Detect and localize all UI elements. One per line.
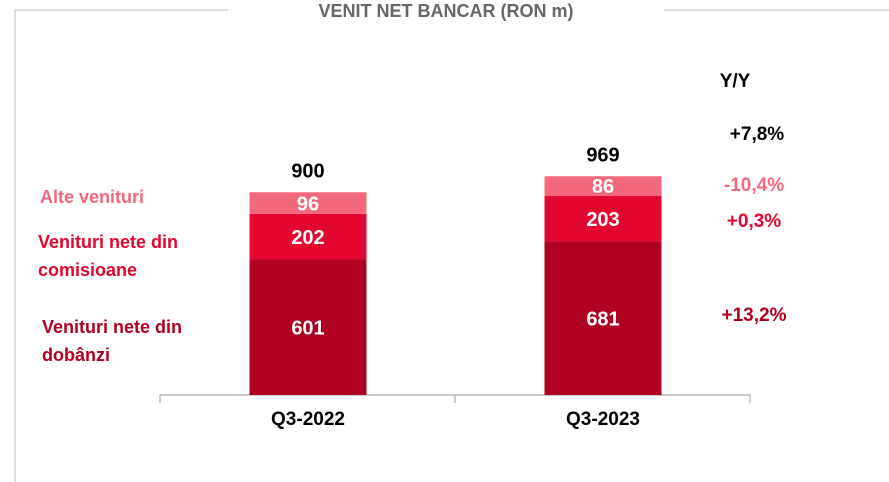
data-label: 601 — [291, 318, 324, 340]
bar-segment — [249, 213, 367, 260]
data-label: 96 — [297, 193, 319, 215]
total-label: 900 — [291, 161, 324, 183]
bar-segment — [544, 195, 662, 242]
x-tick-label: Q3-2023 — [566, 409, 640, 430]
bar-segment — [544, 241, 662, 395]
bar-segment — [544, 176, 662, 196]
x-tick-label: Q3-2022 — [271, 409, 345, 430]
total-label: 969 — [586, 145, 619, 167]
yoy-header: Y/Y — [720, 71, 751, 92]
legend-label: Venituri nete din dobânzi — [42, 317, 183, 365]
data-label: 681 — [586, 308, 619, 330]
yoy-total: +7,8% — [730, 124, 785, 145]
data-label: 202 — [291, 227, 324, 249]
bar-segment — [249, 259, 367, 395]
yoy-label: +0,3% — [727, 211, 782, 232]
yoy-label: +13,2% — [722, 305, 787, 326]
legend-label: Alte venituri — [40, 187, 145, 207]
yoy-label: -10,4% — [724, 175, 784, 196]
data-label: 203 — [586, 209, 619, 231]
chart-title: VENIT NET BANCAR (RON m) — [319, 1, 574, 21]
legend-label: Venituri nete din comisioane — [38, 232, 179, 280]
bar-segment — [249, 192, 367, 214]
data-label: 86 — [592, 176, 614, 198]
